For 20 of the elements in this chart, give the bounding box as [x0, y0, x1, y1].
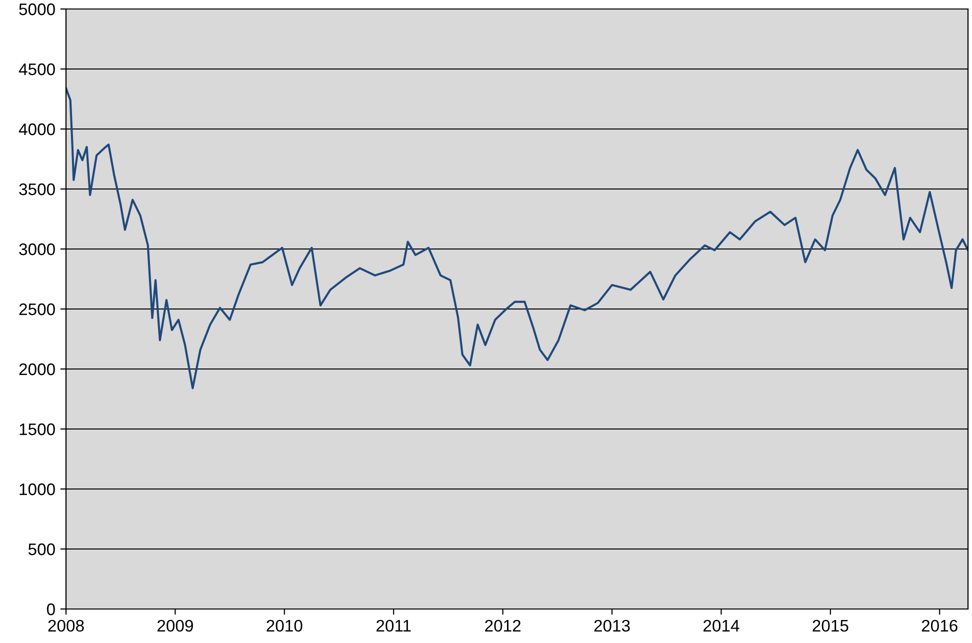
x-tick-label: 2011 [376, 620, 411, 632]
y-tick-label: 3000 [19, 243, 55, 256]
y-tick-label: 3500 [19, 183, 55, 196]
y-tick-label: 0 [46, 603, 55, 616]
y-tick-label: 2000 [19, 363, 55, 376]
y-tick-label: 1000 [20, 483, 55, 496]
x-tick-label: 2010 [266, 620, 302, 632]
x-tick-label: 2013 [594, 620, 630, 632]
y-tick-label: 4500 [18, 63, 55, 76]
y-tick-label: 500 [28, 543, 55, 556]
x-tick-label: 2012 [485, 620, 521, 632]
y-tick-label: 4000 [18, 123, 55, 136]
x-tick-label: 2016 [922, 620, 958, 632]
y-tick-label: 1500 [20, 423, 55, 436]
x-tick-label: 2009 [158, 620, 193, 632]
x-tick-label: 2015 [812, 620, 848, 632]
x-tick-label: 2014 [704, 620, 740, 632]
y-tick-label: 5000 [19, 3, 55, 16]
y-tick-label: 2500 [19, 303, 55, 316]
x-tick-label: 2008 [48, 620, 84, 632]
